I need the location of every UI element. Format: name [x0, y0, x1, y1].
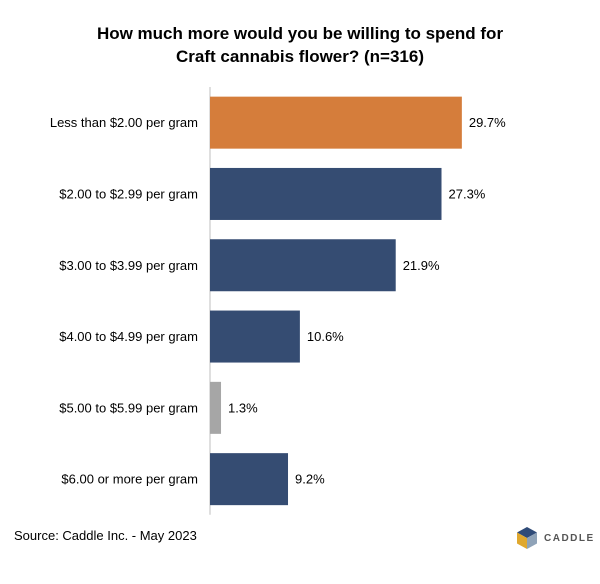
category-label-4: $5.00 to $5.99 per gram [59, 400, 198, 415]
data-label-5: 9.2% [295, 472, 325, 487]
category-label-5: $6.00 or more per gram [61, 472, 198, 487]
chart-title-line2: Craft cannabis flower? (n=316) [176, 47, 424, 66]
bar-2 [210, 239, 396, 292]
bar-5 [210, 453, 289, 506]
source-note: Source: Caddle Inc. - May 2023 [14, 528, 197, 543]
bar-0 [210, 96, 462, 149]
chart-title-line1: How much more would you be willing to sp… [96, 24, 504, 43]
data-label-2: 21.9% [403, 258, 440, 273]
category-label-3: $4.00 to $4.99 per gram [59, 329, 198, 344]
caddle-logo: CADDLE [516, 526, 595, 550]
logo-text: CADDLE [544, 532, 595, 544]
category-label-2: $3.00 to $3.99 per gram [59, 258, 198, 273]
caddle-cube-icon [517, 527, 537, 549]
bar-3 [210, 310, 300, 363]
data-label-3: 10.6% [307, 329, 344, 344]
bar-4 [210, 381, 222, 434]
data-label-0: 29.7% [469, 115, 506, 130]
data-label-1: 27.3% [449, 186, 486, 201]
category-label-0: Less than $2.00 per gram [50, 115, 198, 130]
data-label-4: 1.3% [228, 400, 258, 415]
chart-title: How much more would you be willing to sp… [0, 22, 600, 68]
bar-1 [210, 167, 442, 220]
bar-chart: Less than $2.00 per gram 29.7% $2.00 to $2… [50, 87, 506, 515]
category-label-1: $2.00 to $2.99 per gram [59, 186, 198, 201]
